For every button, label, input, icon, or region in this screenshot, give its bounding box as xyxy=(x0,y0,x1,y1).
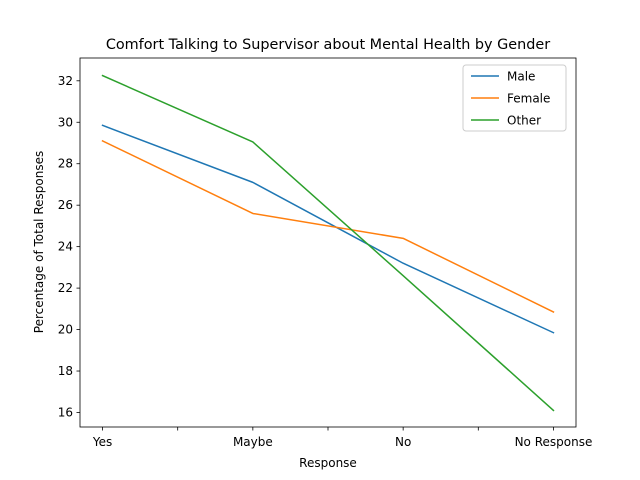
legend-label: Female xyxy=(507,92,550,106)
x-axis-label: Response xyxy=(299,456,357,470)
y-axis-label: Percentage of Total Responses xyxy=(32,151,46,333)
y-tick-label: 22 xyxy=(58,281,73,295)
y-tick-label: 18 xyxy=(58,364,73,378)
x-tick-label: No xyxy=(395,435,411,449)
plot-area xyxy=(101,74,555,412)
y-tick-label: 24 xyxy=(58,240,73,254)
x-tick-label: No Response xyxy=(515,435,593,449)
legend-label: Other xyxy=(507,114,541,128)
y-tick-label: 32 xyxy=(58,74,73,88)
x-tick-label: Yes xyxy=(92,435,112,449)
y-tick-label: 30 xyxy=(58,115,73,129)
chart-title: Comfort Talking to Supervisor about Ment… xyxy=(106,37,550,53)
y-tick-label: 16 xyxy=(58,405,73,419)
legend-box xyxy=(462,64,567,132)
y-tick-label: 28 xyxy=(58,157,73,171)
x-tick-label: Maybe xyxy=(233,435,273,449)
series-line-female xyxy=(101,139,555,313)
y-tick-label: 20 xyxy=(58,323,73,337)
legend-label: Male xyxy=(507,70,535,84)
series-line-other xyxy=(101,74,555,412)
y-tick-label: 26 xyxy=(58,198,73,212)
series-line-male xyxy=(101,124,555,334)
legend: Male Female Other xyxy=(462,64,567,132)
